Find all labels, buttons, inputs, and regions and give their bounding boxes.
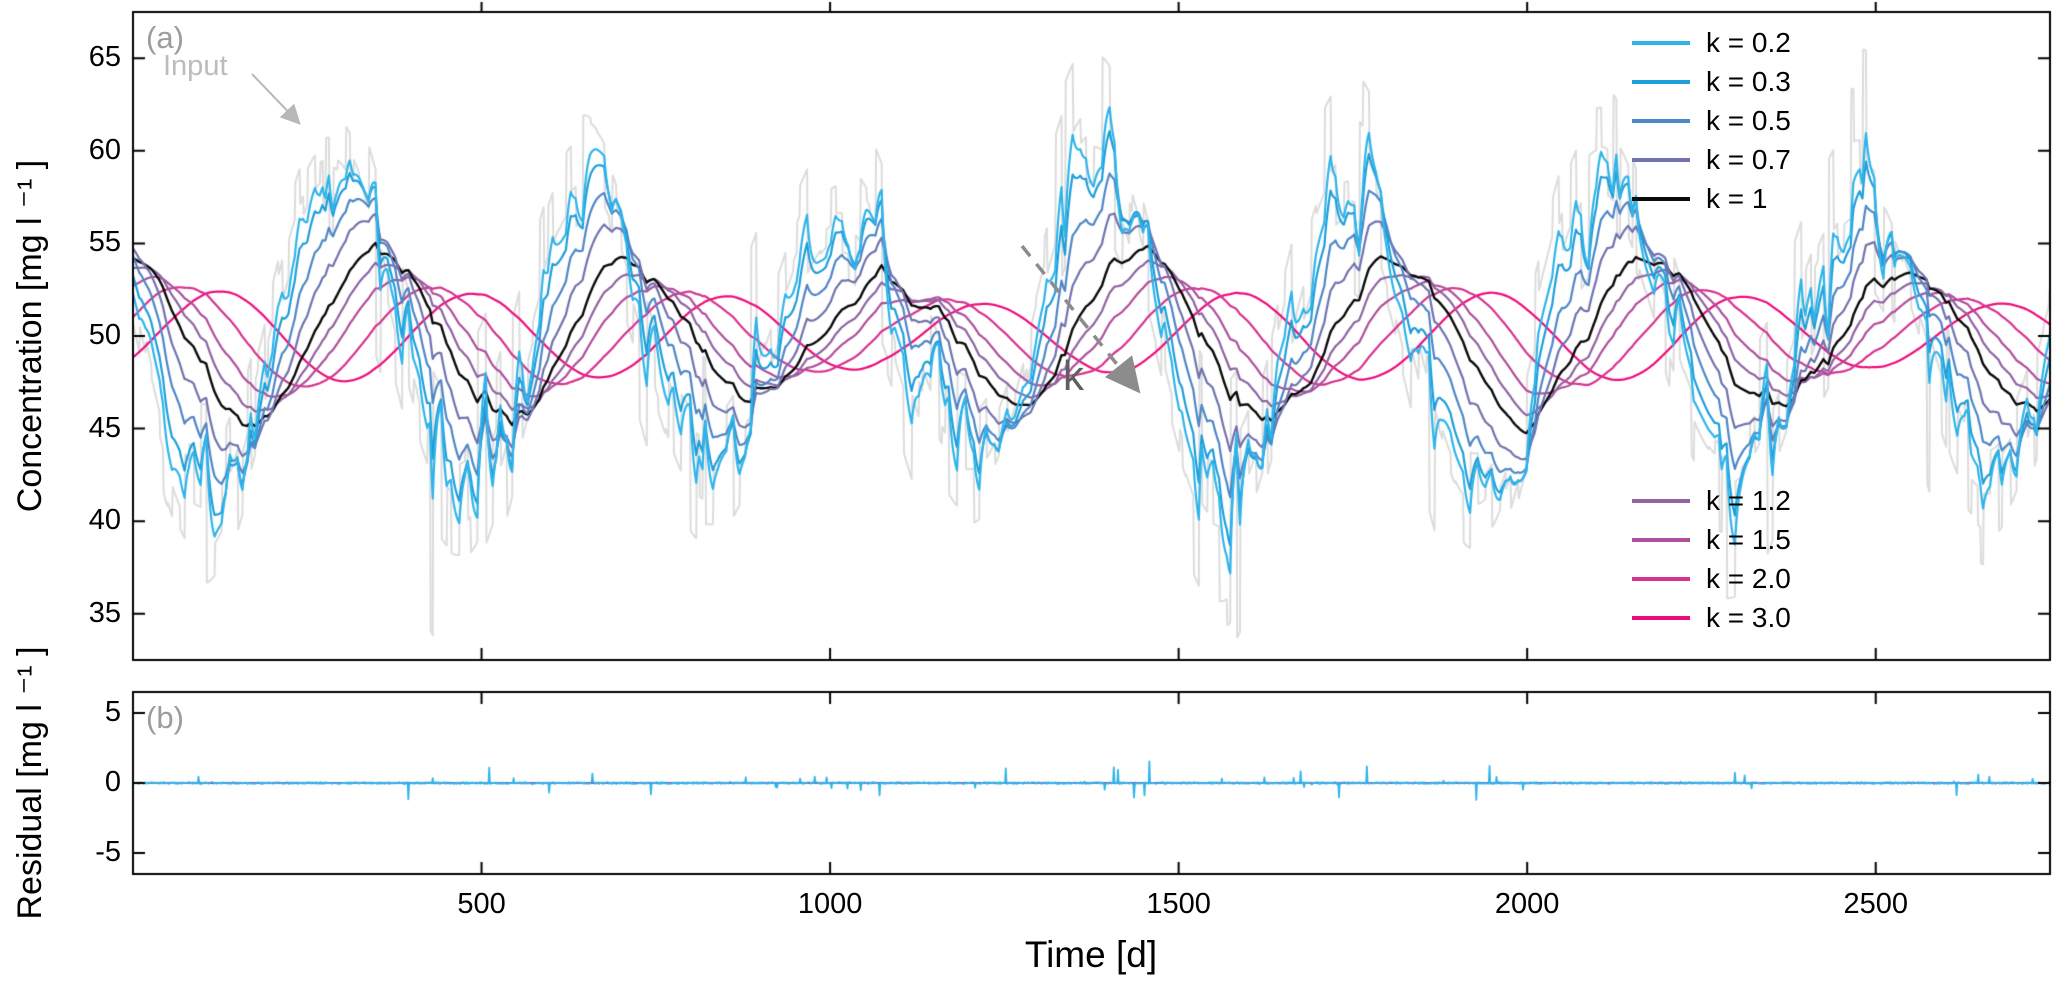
legend-label: k = 0.7 — [1706, 144, 1791, 175]
legend-label: k = 0.3 — [1706, 66, 1791, 97]
legend-line-sample — [1632, 197, 1690, 201]
x-axis-label-time: Time [d] — [1024, 934, 1158, 975]
legend-label: k = 0.2 — [1706, 27, 1791, 58]
y-tick-label-residual: 5 — [104, 696, 121, 728]
y-axis-label-concentration: Concentration [mg l ⁻¹ ] — [11, 159, 49, 513]
panel-b-label: (b) — [146, 700, 184, 735]
legend-line-sample — [1632, 41, 1690, 45]
y-tick-label-concentration: 55 — [88, 226, 121, 259]
legend-line-sample — [1632, 119, 1690, 123]
legend-bottom: k = 1.2 k = 1.5 k = 2.0 k = 3.0 — [1632, 485, 1791, 633]
legend-entry: k = 1.5 — [1632, 524, 1791, 555]
legend-label: k = 3.0 — [1706, 602, 1791, 633]
legend-label: k = 1 — [1706, 183, 1768, 214]
input-annotation-label: Input — [163, 50, 228, 82]
y-tick-label-concentration: 65 — [88, 41, 121, 74]
legend-entry: k = 1.2 — [1632, 485, 1791, 516]
legend-entry: k = 3.0 — [1632, 602, 1791, 633]
y-tick-label-concentration: 50 — [88, 319, 121, 351]
legend-line-sample — [1632, 616, 1690, 620]
legend-line-sample — [1632, 538, 1690, 542]
legend-entry: k = 2.0 — [1632, 563, 1791, 594]
legend-label: k = 0.5 — [1706, 105, 1791, 136]
legend-line-sample — [1632, 577, 1690, 581]
legend-line-sample — [1632, 80, 1690, 84]
y-tick-label-residual: -5 — [95, 836, 121, 868]
x-tick-label-time: 2500 — [1843, 888, 1908, 920]
k-arrow-label: k — [1063, 352, 1084, 399]
legend-line-sample — [1632, 499, 1690, 503]
y-tick-label-residual: 0 — [104, 766, 121, 798]
legend-label: k = 1.2 — [1706, 485, 1791, 516]
y-axis-label-residual: Residual [mg l ⁻¹ ] — [11, 646, 49, 920]
y-tick-label-concentration: 35 — [88, 596, 121, 629]
panel-a-label: (a) — [146, 20, 184, 55]
y-tick-label-concentration: 40 — [88, 504, 121, 537]
legend-label: k = 2.0 — [1706, 563, 1791, 594]
x-tick-label-time: 1500 — [1146, 888, 1211, 920]
legend-entry: k = 1 — [1632, 183, 1791, 214]
legend-top: k = 0.2 k = 0.3 k = 0.5 k = 0.7 k = 1 — [1632, 27, 1791, 214]
x-tick-label-time: 500 — [457, 888, 506, 920]
legend-entry: k = 0.7 — [1632, 144, 1791, 175]
legend-entry: k = 0.3 — [1632, 66, 1791, 97]
legend-line-sample — [1632, 158, 1690, 162]
y-tick-label-concentration: 60 — [88, 133, 121, 166]
legend-label: k = 1.5 — [1706, 524, 1791, 555]
y-tick-label-concentration: 45 — [88, 411, 121, 444]
x-tick-label-time: 1000 — [797, 888, 863, 920]
legend-entry: k = 0.5 — [1632, 105, 1791, 136]
x-tick-label-time: 2000 — [1494, 888, 1560, 920]
legend-entry: k = 0.2 — [1632, 27, 1791, 58]
